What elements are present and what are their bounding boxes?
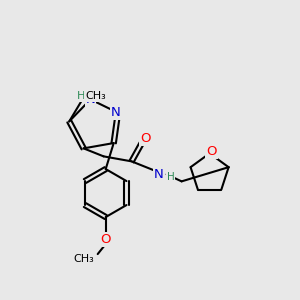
Text: CH₃: CH₃ bbox=[85, 92, 106, 101]
Text: N: N bbox=[154, 168, 164, 181]
Text: N: N bbox=[85, 93, 95, 106]
Text: O: O bbox=[100, 232, 111, 246]
Text: CH₃: CH₃ bbox=[73, 254, 94, 264]
Text: O: O bbox=[140, 132, 151, 145]
Text: N: N bbox=[111, 106, 121, 119]
Text: H: H bbox=[167, 172, 174, 182]
Text: O: O bbox=[206, 145, 217, 158]
Text: H: H bbox=[77, 92, 86, 101]
